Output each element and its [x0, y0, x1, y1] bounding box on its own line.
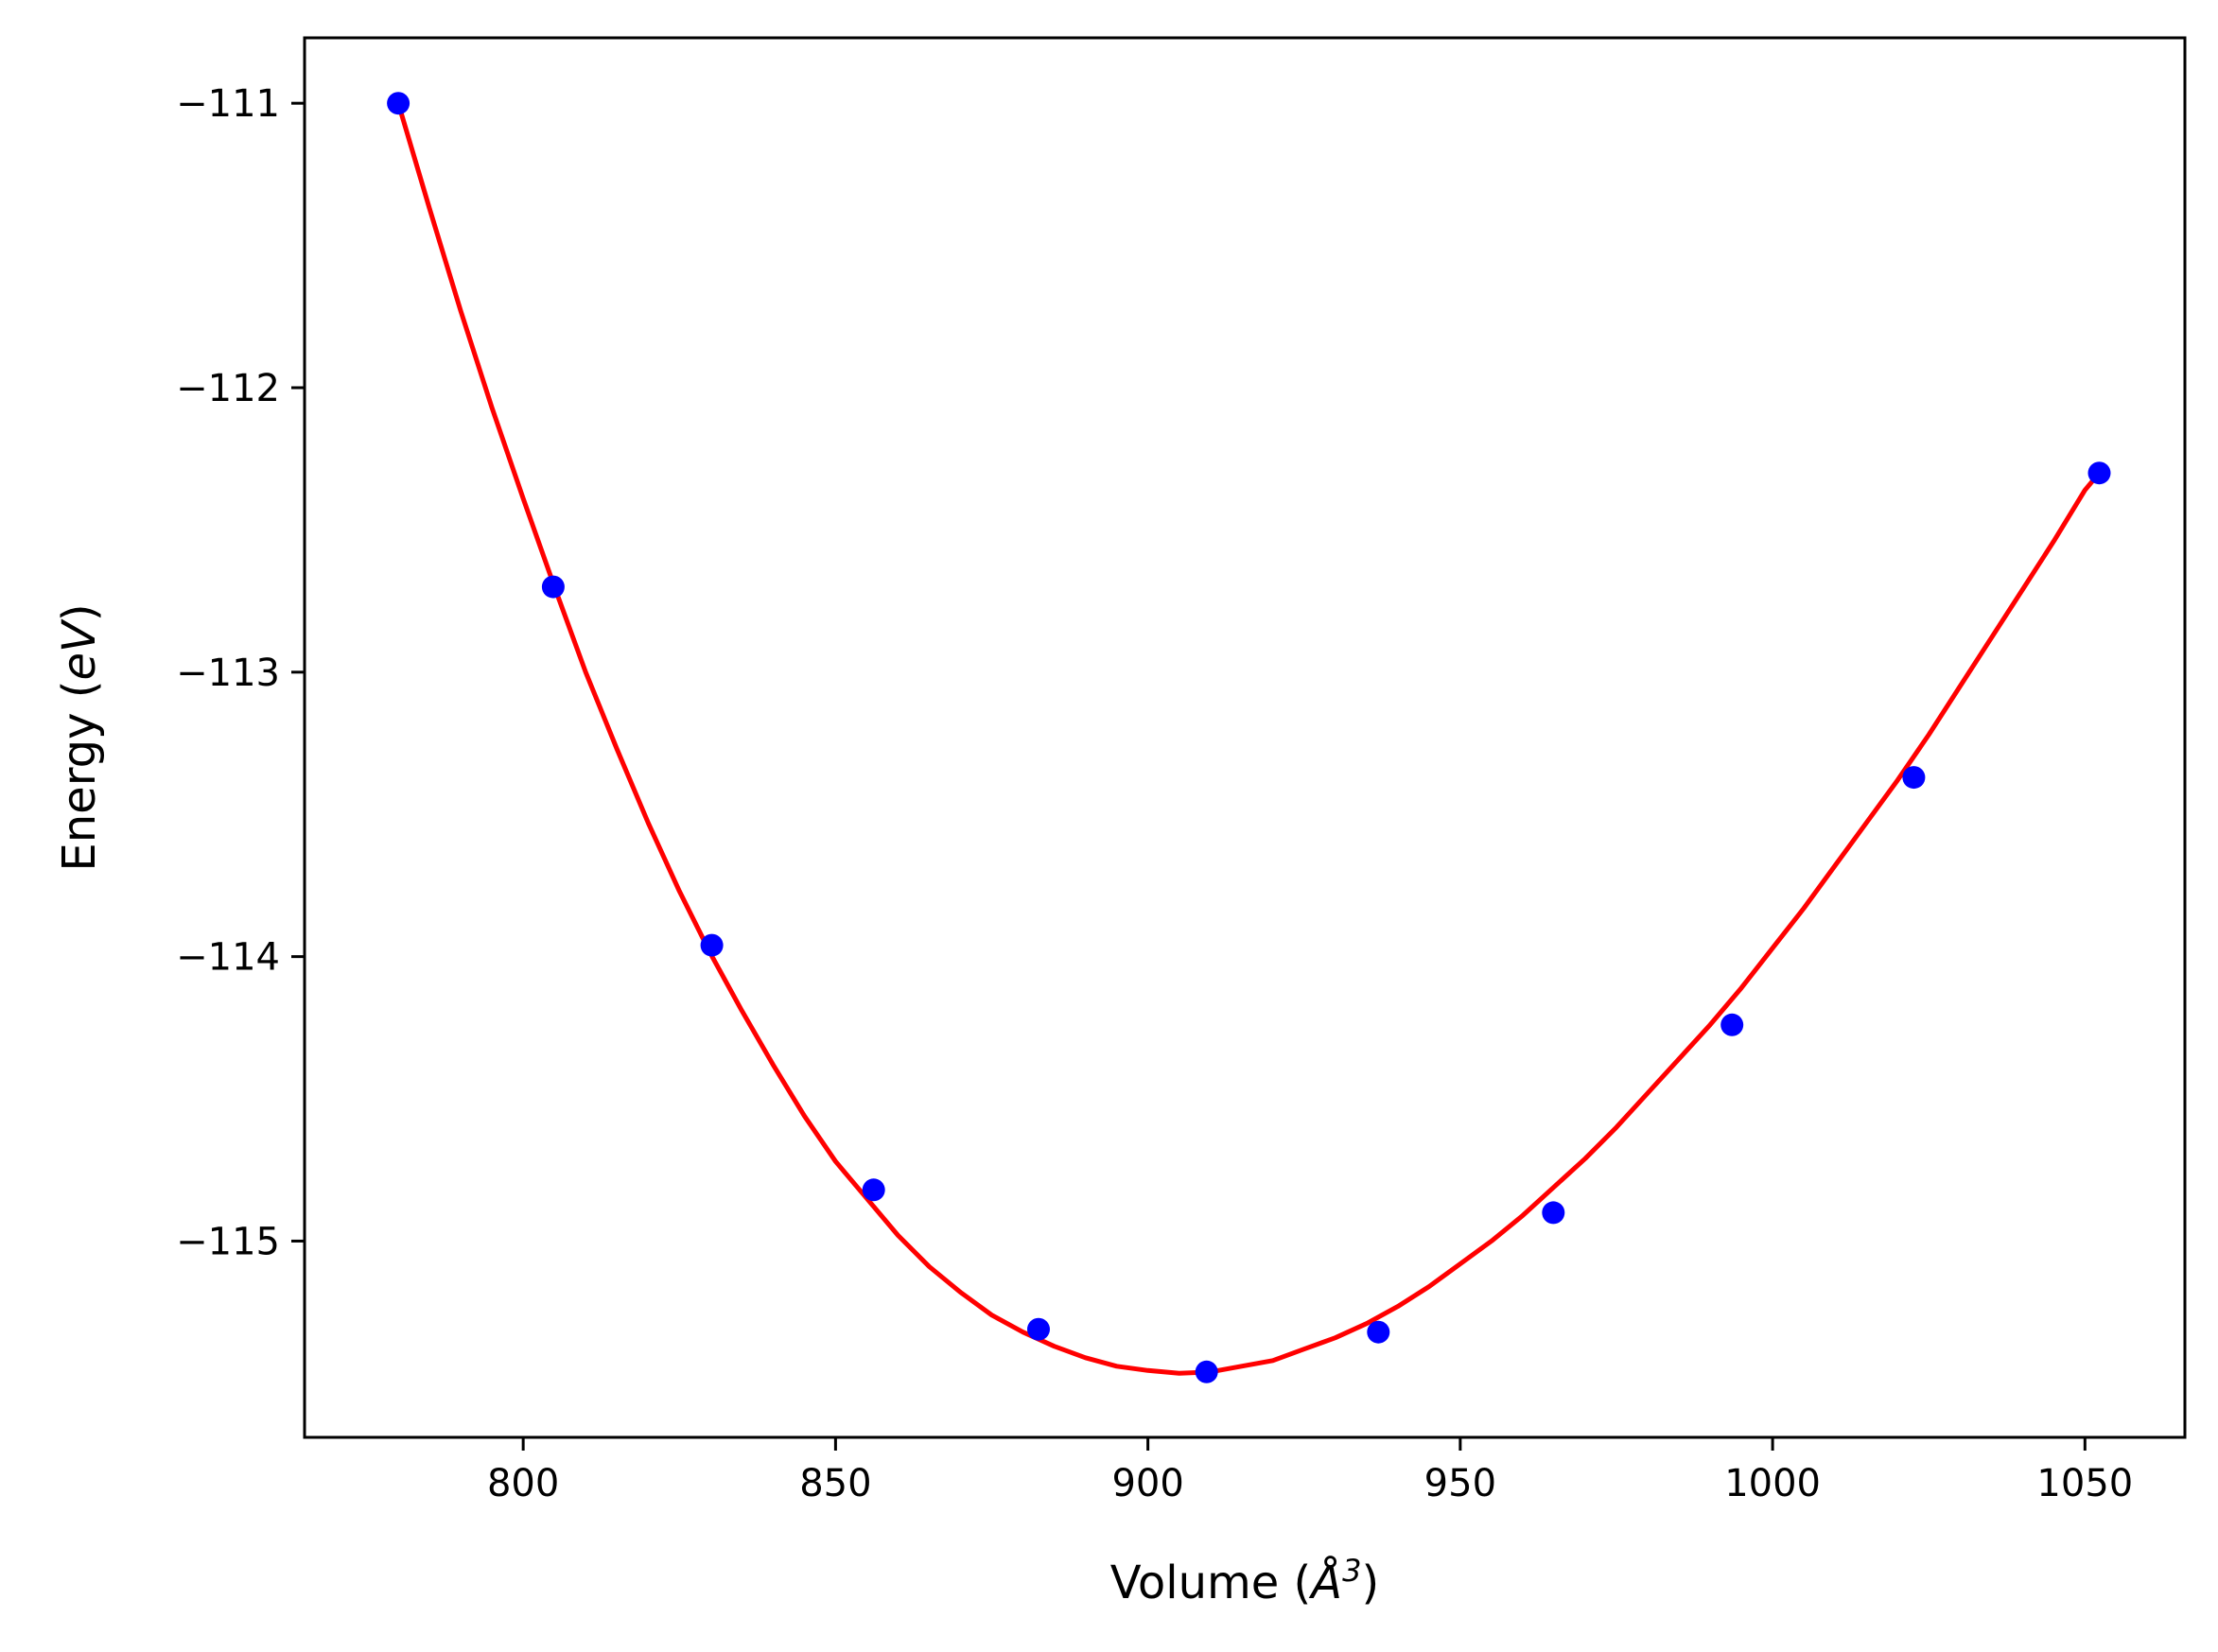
x-tick-label: 800 — [487, 1462, 559, 1505]
x-axis-label-suffix: ) — [1361, 1556, 1379, 1609]
y-axis-label-suffix: ) — [53, 603, 106, 621]
y-axis-label-prefix: Energy ( — [53, 681, 106, 872]
x-tick-label: 900 — [1111, 1462, 1183, 1505]
data-point — [2087, 461, 2111, 485]
data-point — [1027, 1317, 1050, 1341]
y-axis-ticks: −111 −112 −113 −114 −115 — [176, 82, 305, 1263]
y-tick-label: −114 — [176, 936, 280, 980]
x-tick-label: 950 — [1424, 1462, 1496, 1505]
plot-frame — [303, 36, 2187, 1439]
x-axis-label-superscript: 3 — [1342, 1553, 1361, 1589]
data-point — [1195, 1360, 1218, 1383]
data-point — [1367, 1320, 1390, 1344]
y-tick-label: −115 — [176, 1220, 280, 1263]
data-point — [700, 933, 724, 957]
data-point — [1720, 1013, 1744, 1036]
x-tick-label: 1000 — [1724, 1462, 1821, 1505]
x-tick-label: 850 — [799, 1462, 871, 1505]
data-point — [1902, 766, 1926, 790]
data-point — [541, 575, 565, 599]
fit-curve — [395, 102, 2102, 1376]
x-axis-label: Volume (Å3) — [1110, 1553, 1379, 1609]
y-tick-label: −112 — [176, 367, 280, 410]
data-point — [1542, 1201, 1565, 1225]
y-tick-label: −113 — [176, 652, 280, 695]
x-axis-ticks: 800 850 900 950 1000 1050 — [487, 1437, 2133, 1505]
x-axis-label-symbol: Å — [1308, 1556, 1342, 1609]
y-axis-label: Energy (eV) — [53, 603, 106, 871]
y-axis-label-unit: eV — [53, 618, 106, 681]
data-point — [862, 1178, 885, 1202]
plot-area — [303, 36, 2187, 1439]
y-tick-label: −111 — [176, 82, 280, 126]
x-axis-label-prefix: Volume ( — [1110, 1556, 1312, 1609]
data-point — [387, 92, 410, 115]
x-tick-label: 1050 — [2036, 1462, 2133, 1505]
